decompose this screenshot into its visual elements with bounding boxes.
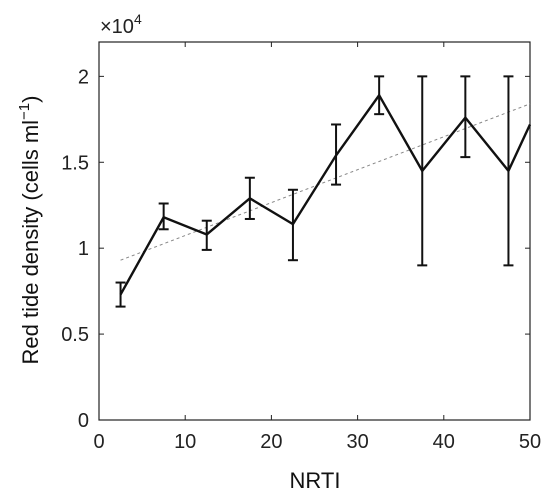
y-multiplier: ×104 xyxy=(100,11,142,38)
x-tick-label: 10 xyxy=(174,431,196,453)
y-tick-label: 1 xyxy=(78,238,89,260)
x-tick-label: 50 xyxy=(519,431,541,453)
line-layer xyxy=(119,93,532,296)
x-tick-label: 30 xyxy=(346,431,368,453)
y-tick-label: 0.5 xyxy=(61,324,89,346)
y-axis-label-sup: −1 xyxy=(16,103,33,120)
ticks-layer: 0 10 20 30 40 50 0 0.5 1 1.5 2 xyxy=(61,42,541,453)
y-tick-label: 0 xyxy=(78,410,89,432)
y-tick-label: 2 xyxy=(78,66,89,88)
y-multiplier-exp: 4 xyxy=(134,11,142,27)
y-tick-label: 1.5 xyxy=(61,152,89,174)
series-line xyxy=(119,93,532,296)
x-axis-label: NRTI xyxy=(290,468,341,493)
trend-layer xyxy=(120,103,531,261)
plot-area-border xyxy=(98,41,531,421)
x-tick-label: 20 xyxy=(260,431,282,453)
trend-line xyxy=(120,103,531,261)
plot-frame xyxy=(98,41,531,421)
y-axis-label: Red tide density (cells ml−1) xyxy=(16,96,43,365)
x-tick-label: 0 xyxy=(93,431,104,453)
x-tick-label: 40 xyxy=(433,431,455,453)
